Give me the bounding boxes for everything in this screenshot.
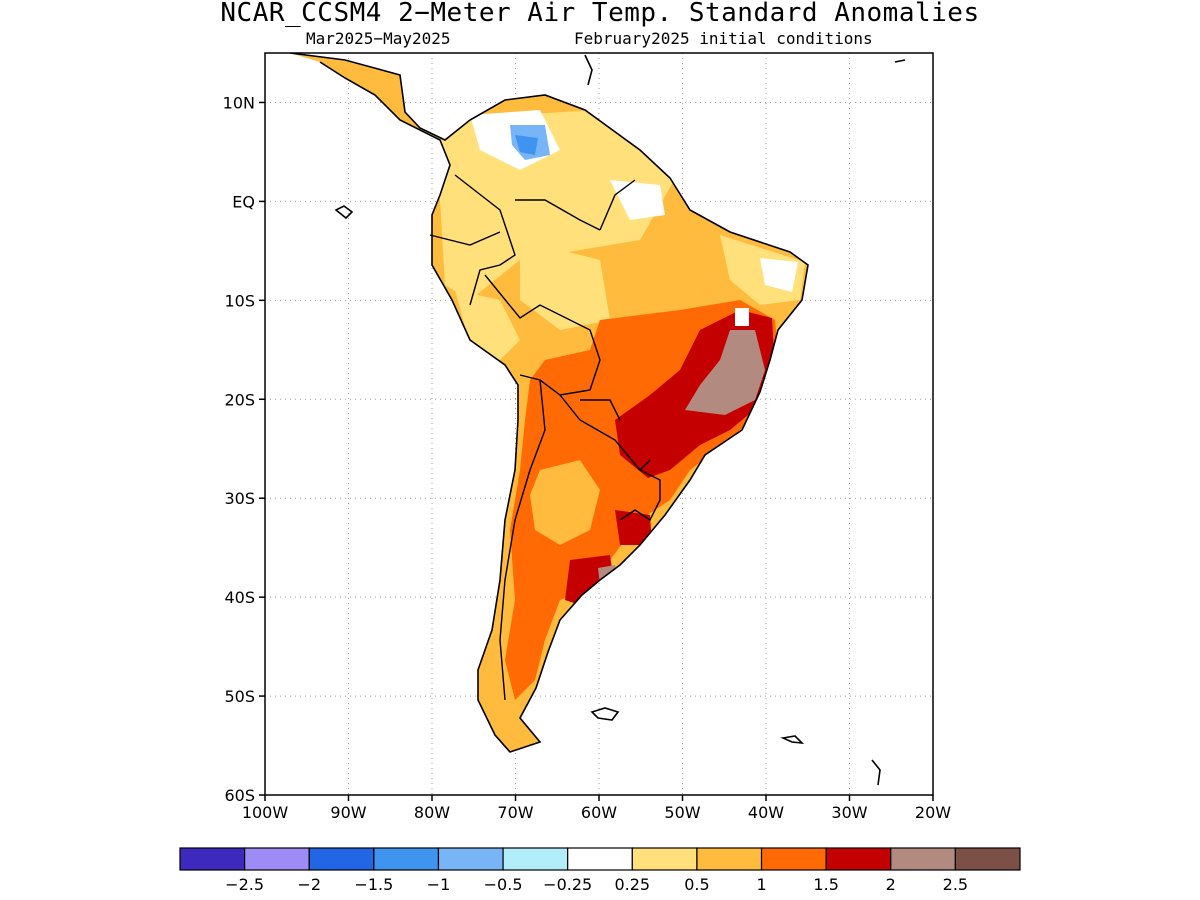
lon-tick-label: 20W	[915, 803, 951, 822]
initial-conditions: February2025 initial conditions	[574, 29, 873, 48]
colorbar-label: 0.25	[614, 875, 650, 894]
colorbar-label: −2.5	[225, 875, 264, 894]
lat-tick-label: 50S	[224, 687, 255, 706]
colorbar-swatch-10	[825, 847, 892, 871]
forecast-period: Mar2025−May2025	[306, 29, 451, 48]
color-bar: −2.5 −2 −1.5 −1 −0.5 −0.25 0.25 0.5 1 1.5 2 2.5	[179, 847, 1021, 894]
colorbar-swatch-0	[179, 847, 246, 871]
colorbar-label: 1	[756, 875, 766, 894]
colorbar-swatch-5	[502, 847, 569, 871]
colorbar-swatch-9	[760, 847, 827, 871]
longitude-axis: 100W 90W 80W 70W 60W 50W 40W 30W 20W	[242, 795, 951, 822]
lon-tick-label: 80W	[414, 803, 450, 822]
colorbar-label: −0.5	[484, 875, 523, 894]
lat-tick-label: 40S	[224, 588, 255, 607]
colorbar-label: −0.25	[543, 875, 592, 894]
lon-tick-label: 90W	[330, 803, 366, 822]
anomaly-light-amazon	[520, 240, 610, 330]
colorbar-swatch-7	[631, 847, 698, 871]
anomaly-mid-blue-venezuela	[515, 135, 538, 155]
anomaly-white-guyana	[610, 180, 665, 220]
anomaly-red-uruguay	[615, 510, 652, 545]
anomaly-brown-brazil	[685, 330, 765, 415]
colorbar-label: −1.5	[354, 875, 393, 894]
colorbar-label: 0.5	[684, 875, 709, 894]
lat-tick-label: 10S	[224, 291, 255, 310]
colorbar-label: −2	[297, 875, 321, 894]
lat-tick-label: 30S	[224, 489, 255, 508]
colorbar-swatch-11	[890, 847, 956, 871]
lon-tick-label: 50W	[664, 803, 700, 822]
country-borders	[429, 174, 661, 701]
caribbean-islands	[584, 54, 906, 86]
map-title: NCAR_CCSM4 2−Meter Air Temp. Standard An…	[220, 0, 980, 28]
lat-tick-label: EQ	[232, 192, 255, 211]
lon-tick-label: 100W	[242, 803, 289, 822]
anomaly-light-pampas	[530, 460, 600, 545]
colorbar-swatch-8	[696, 847, 763, 871]
coastlines	[289, 53, 906, 786]
colorbar-swatch-6	[567, 847, 633, 871]
lat-tick-label: 20S	[224, 390, 255, 409]
lon-tick-label: 70W	[497, 803, 533, 822]
anomaly-light-north	[420, 110, 680, 300]
colorbar-swatch-12	[954, 847, 1021, 871]
colorbar-label: −1	[427, 875, 451, 894]
colorbar-swatch-2	[308, 847, 375, 871]
south-america-coastline	[289, 53, 809, 753]
latitude-axis: 10N EQ 10S 20S 30S 40S 50S 60S	[223, 93, 265, 805]
anomaly-white-fortaleza	[760, 258, 798, 292]
colorbar-label: 2	[886, 875, 896, 894]
anomaly-missing-cell	[735, 308, 749, 326]
colorbar-swatch-3	[373, 847, 440, 871]
colorbar-label: 1.5	[813, 875, 838, 894]
colorbar-swatch-1	[244, 847, 310, 871]
lat-tick-label: 10N	[223, 93, 255, 112]
lat-tick-label: 60S	[224, 786, 255, 805]
falkland-islands	[590, 707, 620, 721]
south-georgia	[780, 735, 805, 745]
galapagos-islands	[334, 205, 354, 220]
lon-tick-label: 40W	[748, 803, 784, 822]
colorbar-swatch-4	[437, 847, 504, 871]
colorbar-label: 2.5	[943, 875, 968, 894]
lon-tick-label: 30W	[831, 803, 867, 822]
lon-tick-label: 60W	[581, 803, 617, 822]
south-sandwich	[871, 759, 881, 786]
